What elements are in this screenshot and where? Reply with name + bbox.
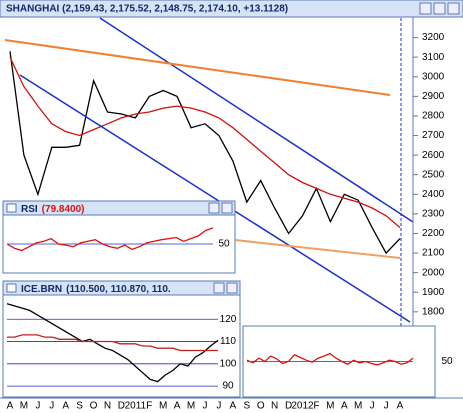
y-tick-label: 100 <box>220 358 237 369</box>
panel-title-name: RSI <box>21 204 38 215</box>
x-tick-label: M <box>326 401 334 412</box>
panel-title: RSI (79.8400) <box>21 204 84 215</box>
y-tick-label: 2000 <box>422 267 445 278</box>
panel-title: ICE.BRN (110.500, 110.870, 110. <box>21 284 171 295</box>
brent-panel: ICE.BRN (110.500, 110.870, 110. 90 100 110 12… <box>2 280 241 398</box>
panel-title-bar <box>2 200 236 216</box>
main-title-bar <box>0 0 463 18</box>
close-button[interactable] <box>447 2 460 15</box>
lower-panel: 50 <box>242 325 453 398</box>
y-tick-label: 2500 <box>422 169 445 180</box>
x-tick-label: A <box>7 401 14 412</box>
x-tick-label: N <box>104 401 111 412</box>
panel-title-value: (110.500, 110.870, 110. <box>66 284 171 295</box>
x-axis-strip <box>0 398 463 413</box>
x-tick-label: J <box>203 401 208 412</box>
main-plot: 1800 1900 2000 2100 2200 2300 2400 2500 2600 2700… <box>9 32 445 317</box>
x-tick-label: A <box>397 401 404 412</box>
minimize-button[interactable] <box>419 2 432 15</box>
y-tick-label: 120 <box>220 314 237 325</box>
x-tick-label: O <box>257 401 265 412</box>
x-tick-label: J <box>216 401 221 412</box>
y-tick-label: 2400 <box>422 189 445 200</box>
x-tick-label: F <box>146 401 152 412</box>
trend-line <box>99 17 414 223</box>
trend-line <box>19 74 411 323</box>
y-tick-label: 90 <box>222 381 234 392</box>
y-tick-label: 2200 <box>422 228 445 239</box>
x-tick-label: D <box>285 401 292 412</box>
x-tick-label: J <box>370 401 375 412</box>
y-tick-label: 2700 <box>422 130 445 141</box>
y-tick-label: 1800 <box>422 306 445 317</box>
series-line <box>6 227 214 252</box>
x-tick-label: M <box>354 401 362 412</box>
series-line <box>9 51 401 255</box>
series-line <box>7 334 218 352</box>
chart-title: SHANGHAI (2,159.43, 2,175.52, 2,148.75, … <box>6 4 288 15</box>
x-tick-label: M <box>20 401 28 412</box>
y-tick-label: 2300 <box>422 209 445 220</box>
y-tick-label: 2600 <box>422 150 445 161</box>
y-tick-label: 110 <box>220 336 236 347</box>
panel-title-bar <box>2 280 241 296</box>
x-tick-label: M <box>187 401 195 412</box>
y-tick-label: 3000 <box>422 71 445 82</box>
x-tick-label: 2012 <box>291 401 314 412</box>
x-tick-label: A <box>341 401 348 412</box>
x-tick-label: S <box>243 401 250 412</box>
panel-frame <box>2 280 241 398</box>
y-tick-label: 1900 <box>422 287 445 298</box>
series-line <box>246 352 414 366</box>
panel-icon[interactable] <box>6 283 17 293</box>
y-tick-label: 2800 <box>422 111 445 122</box>
y-tick-label: 3100 <box>422 52 445 63</box>
series-line <box>6 303 219 383</box>
minimize-button[interactable] <box>213 282 225 294</box>
maximize-button[interactable] <box>433 2 446 15</box>
trend-line <box>234 239 401 259</box>
close-button[interactable] <box>226 282 238 294</box>
x-tick-label: J <box>35 401 40 412</box>
x-tick-label: S <box>76 401 83 412</box>
panel-title-name: ICE.BRN <box>21 284 62 295</box>
panel-title-value: (79.8400) <box>42 204 85 215</box>
y-tick-label: 2900 <box>422 91 445 102</box>
panel-icon[interactable] <box>6 203 17 213</box>
x-tick-label: 2011 <box>125 401 147 412</box>
y-tick-label: 2100 <box>422 248 445 259</box>
x-tick-label: N <box>271 401 278 412</box>
x-tick-label: J <box>384 401 389 412</box>
x-tick-label: M <box>159 401 167 412</box>
x-tick-label: D <box>118 401 125 412</box>
x-tick-label: A <box>174 401 181 412</box>
x-tick-label: O <box>90 401 98 412</box>
y-tick-label: 50 <box>441 356 453 367</box>
rsi-panel: RSI (79.8400) 50 <box>2 200 236 274</box>
x-tick-label: J <box>49 401 54 412</box>
x-tick-label: F <box>313 401 319 412</box>
trend-line <box>4 39 391 96</box>
y-tick-label: 3200 <box>422 32 445 43</box>
x-tick-label: A <box>230 401 237 412</box>
series-line <box>9 56 401 229</box>
y-tick-label: 50 <box>218 239 230 250</box>
minimize-button[interactable] <box>208 202 220 214</box>
close-button[interactable] <box>221 202 233 214</box>
x-tick-label: A <box>62 401 69 412</box>
